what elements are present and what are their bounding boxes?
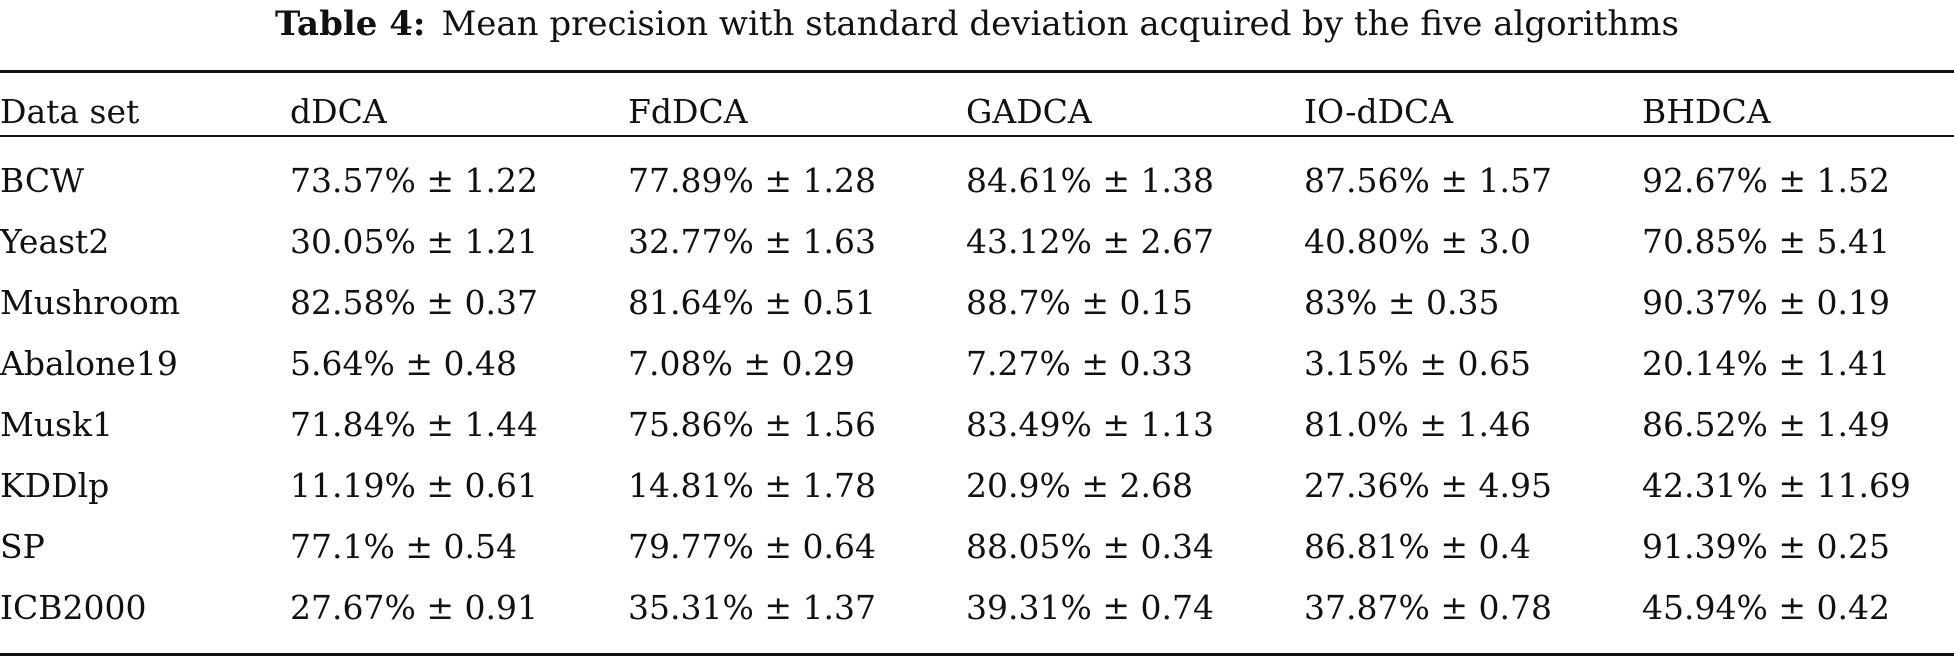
value-cell: 70.85% ± 5.41 — [1642, 222, 1890, 261]
value-cell: 11.19% ± 0.61 — [290, 466, 538, 505]
header-row: Data set dDCA FdDCA GADCA IO-dDCA BHDCA — [0, 86, 1954, 138]
dataset-name-cell: Yeast2 — [0, 222, 110, 261]
value-cell: 40.80% ± 3.0 — [1304, 222, 1531, 261]
value-cell: 39.31% ± 0.74 — [966, 588, 1214, 627]
value-cell: 75.86% ± 1.56 — [628, 405, 876, 444]
table-row: Abalone19 5.64% ± 0.48 7.08% ± 0.29 7.27% ±… — [0, 333, 1954, 394]
value-cell: 86.81% ± 0.4 — [1304, 527, 1531, 566]
value-cell: 81.0% ± 1.46 — [1304, 405, 1531, 444]
value-cell: 5.64% ± 0.48 — [290, 344, 517, 383]
value-cell: 27.36% ± 4.95 — [1304, 466, 1552, 505]
results-table: Data set dDCA FdDCA GADCA IO-dDCA BHDCA … — [0, 86, 1954, 638]
value-cell: 20.9% ± 2.68 — [966, 466, 1193, 505]
table-row: ICB2000 27.67% ± 0.91 35.31% ± 1.37 39.31% … — [0, 577, 1954, 638]
value-cell: 43.12% ± 2.67 — [966, 222, 1214, 261]
value-cell: 88.05% ± 0.34 — [966, 527, 1214, 566]
caption-label: Table 4: — [275, 4, 426, 44]
value-cell: 42.31% ± 11.69 — [1642, 466, 1911, 505]
column-header-dataset: Data set — [0, 92, 140, 131]
value-cell: 86.52% ± 1.49 — [1642, 405, 1890, 444]
column-header-ddca: dDCA — [290, 92, 387, 131]
value-cell: 3.15% ± 0.65 — [1304, 344, 1531, 383]
value-cell: 83.49% ± 1.13 — [966, 405, 1214, 444]
value-cell: 87.56% ± 1.57 — [1304, 161, 1552, 200]
value-cell: 71.84% ± 1.44 — [290, 405, 538, 444]
table-row: Yeast2 30.05% ± 1.21 32.77% ± 1.63 43.12% ±… — [0, 211, 1954, 272]
value-cell: 45.94% ± 0.42 — [1642, 588, 1890, 627]
value-cell: 81.64% ± 0.51 — [628, 283, 876, 322]
dataset-name-cell: ICB2000 — [0, 588, 147, 627]
value-cell: 82.58% ± 0.37 — [290, 283, 538, 322]
dataset-name-cell: BCW — [0, 161, 85, 200]
value-cell: 14.81% ± 1.78 — [628, 466, 876, 505]
dataset-name-cell: Mushroom — [0, 283, 181, 322]
dataset-name-cell: KDDlp — [0, 466, 110, 505]
caption-text: Mean precision with standard deviation a… — [441, 4, 1679, 44]
value-cell: 7.27% ± 0.33 — [966, 344, 1193, 383]
column-header-gadca: GADCA — [966, 92, 1092, 131]
column-header-bhdca: BHDCA — [1642, 92, 1771, 131]
table-row: BCW 73.57% ± 1.22 77.89% ± 1.28 84.61% ± 1.… — [0, 150, 1954, 211]
value-cell: 20.14% ± 1.41 — [1642, 344, 1890, 383]
value-cell: 90.37% ± 0.19 — [1642, 283, 1890, 322]
value-cell: 88.7% ± 0.15 — [966, 283, 1193, 322]
table-row: Mushroom 82.58% ± 0.37 81.64% ± 0.51 88.7% … — [0, 272, 1954, 333]
value-cell: 77.89% ± 1.28 — [628, 161, 876, 200]
table-body: BCW 73.57% ± 1.22 77.89% ± 1.28 84.61% ± 1.… — [0, 138, 1954, 638]
value-cell: 32.77% ± 1.63 — [628, 222, 876, 261]
dataset-name-cell: Musk1 — [0, 405, 113, 444]
table-row: KDDlp 11.19% ± 0.61 14.81% ± 1.78 20.9% ± 2… — [0, 455, 1954, 516]
table-caption: Table 4: Mean precision with standard dev… — [0, 2, 1954, 46]
value-cell: 92.67% ± 1.52 — [1642, 161, 1890, 200]
column-header-io-ddca: IO-dDCA — [1304, 92, 1454, 131]
top-rule — [0, 70, 1954, 73]
value-cell: 79.77% ± 0.64 — [628, 527, 876, 566]
value-cell: 84.61% ± 1.38 — [966, 161, 1214, 200]
bottom-rule — [0, 653, 1954, 656]
value-cell: 35.31% ± 1.37 — [628, 588, 876, 627]
value-cell: 27.67% ± 0.91 — [290, 588, 538, 627]
value-cell: 73.57% ± 1.22 — [290, 161, 538, 200]
column-header-fdDCA: FdDCA — [628, 92, 748, 131]
table-row: SP 77.1% ± 0.54 79.77% ± 0.64 88.05% ± 0.34… — [0, 516, 1954, 577]
value-cell: 91.39% ± 0.25 — [1642, 527, 1890, 566]
value-cell: 77.1% ± 0.54 — [290, 527, 517, 566]
dataset-name-cell: SP — [0, 527, 45, 566]
header-rule — [0, 135, 1954, 137]
value-cell: 37.87% ± 0.78 — [1304, 588, 1552, 627]
value-cell: 7.08% ± 0.29 — [628, 344, 855, 383]
value-cell: 83% ± 0.35 — [1304, 283, 1500, 322]
value-cell: 30.05% ± 1.21 — [290, 222, 538, 261]
dataset-name-cell: Abalone19 — [0, 344, 178, 383]
table-row: Musk1 71.84% ± 1.44 75.86% ± 1.56 83.49% ± … — [0, 394, 1954, 455]
